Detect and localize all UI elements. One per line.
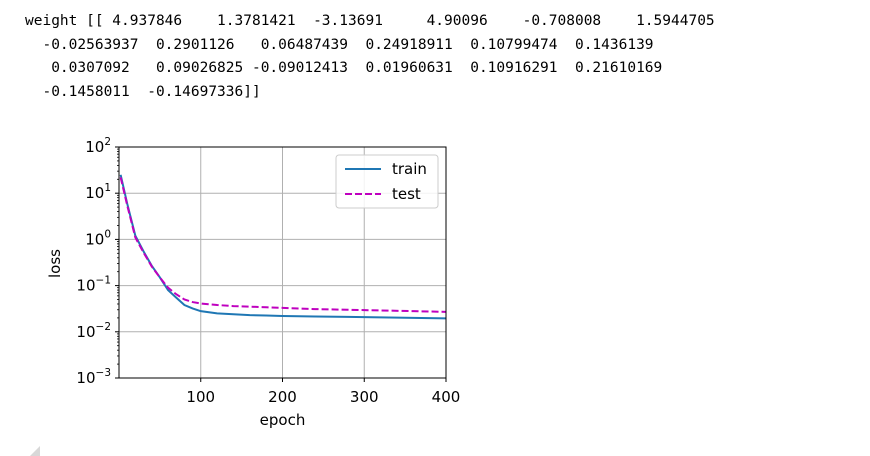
y-tick-label: 102 [85, 136, 111, 156]
weight-output: weight [[ 4.937846 1.3781421 -3.13691 4.… [25, 10, 715, 104]
series-lines [119, 174, 447, 320]
x-tick-label: 100 [186, 388, 215, 406]
x-tick-label: 300 [350, 388, 379, 406]
resize-handle-icon [30, 446, 40, 456]
y-tick-label: 101 [85, 182, 111, 202]
y-tick-label: 10−1 [76, 275, 111, 295]
legend-label-train: train [392, 160, 427, 178]
output-line: weight [[ 4.937846 1.3781421 -3.13691 4.… [25, 13, 715, 29]
series-line-test [119, 177, 447, 313]
x-tick-label: 400 [432, 388, 461, 406]
ticks: 100 200 300 400 10−3 10−2 10−1 100 101 102 [76, 136, 460, 406]
y-tick-label: 10−2 [76, 321, 111, 341]
x-axis-label: epoch [260, 411, 306, 429]
x-tick-label: 200 [268, 388, 297, 406]
y-axis-label: loss [46, 249, 64, 278]
legend-label-test: test [392, 185, 421, 203]
output-line: -0.02563937 0.2901126 0.06487439 0.24918… [25, 36, 654, 53]
y-tick-label: 100 [85, 228, 111, 248]
y-tick-label: 10−3 [76, 367, 111, 387]
output-line: 0.0307092 0.09026825 -0.09012413 0.01960… [25, 60, 663, 76]
output-line: -0.1458011 -0.14697336]] [25, 83, 261, 100]
legend: train test [335, 154, 439, 209]
